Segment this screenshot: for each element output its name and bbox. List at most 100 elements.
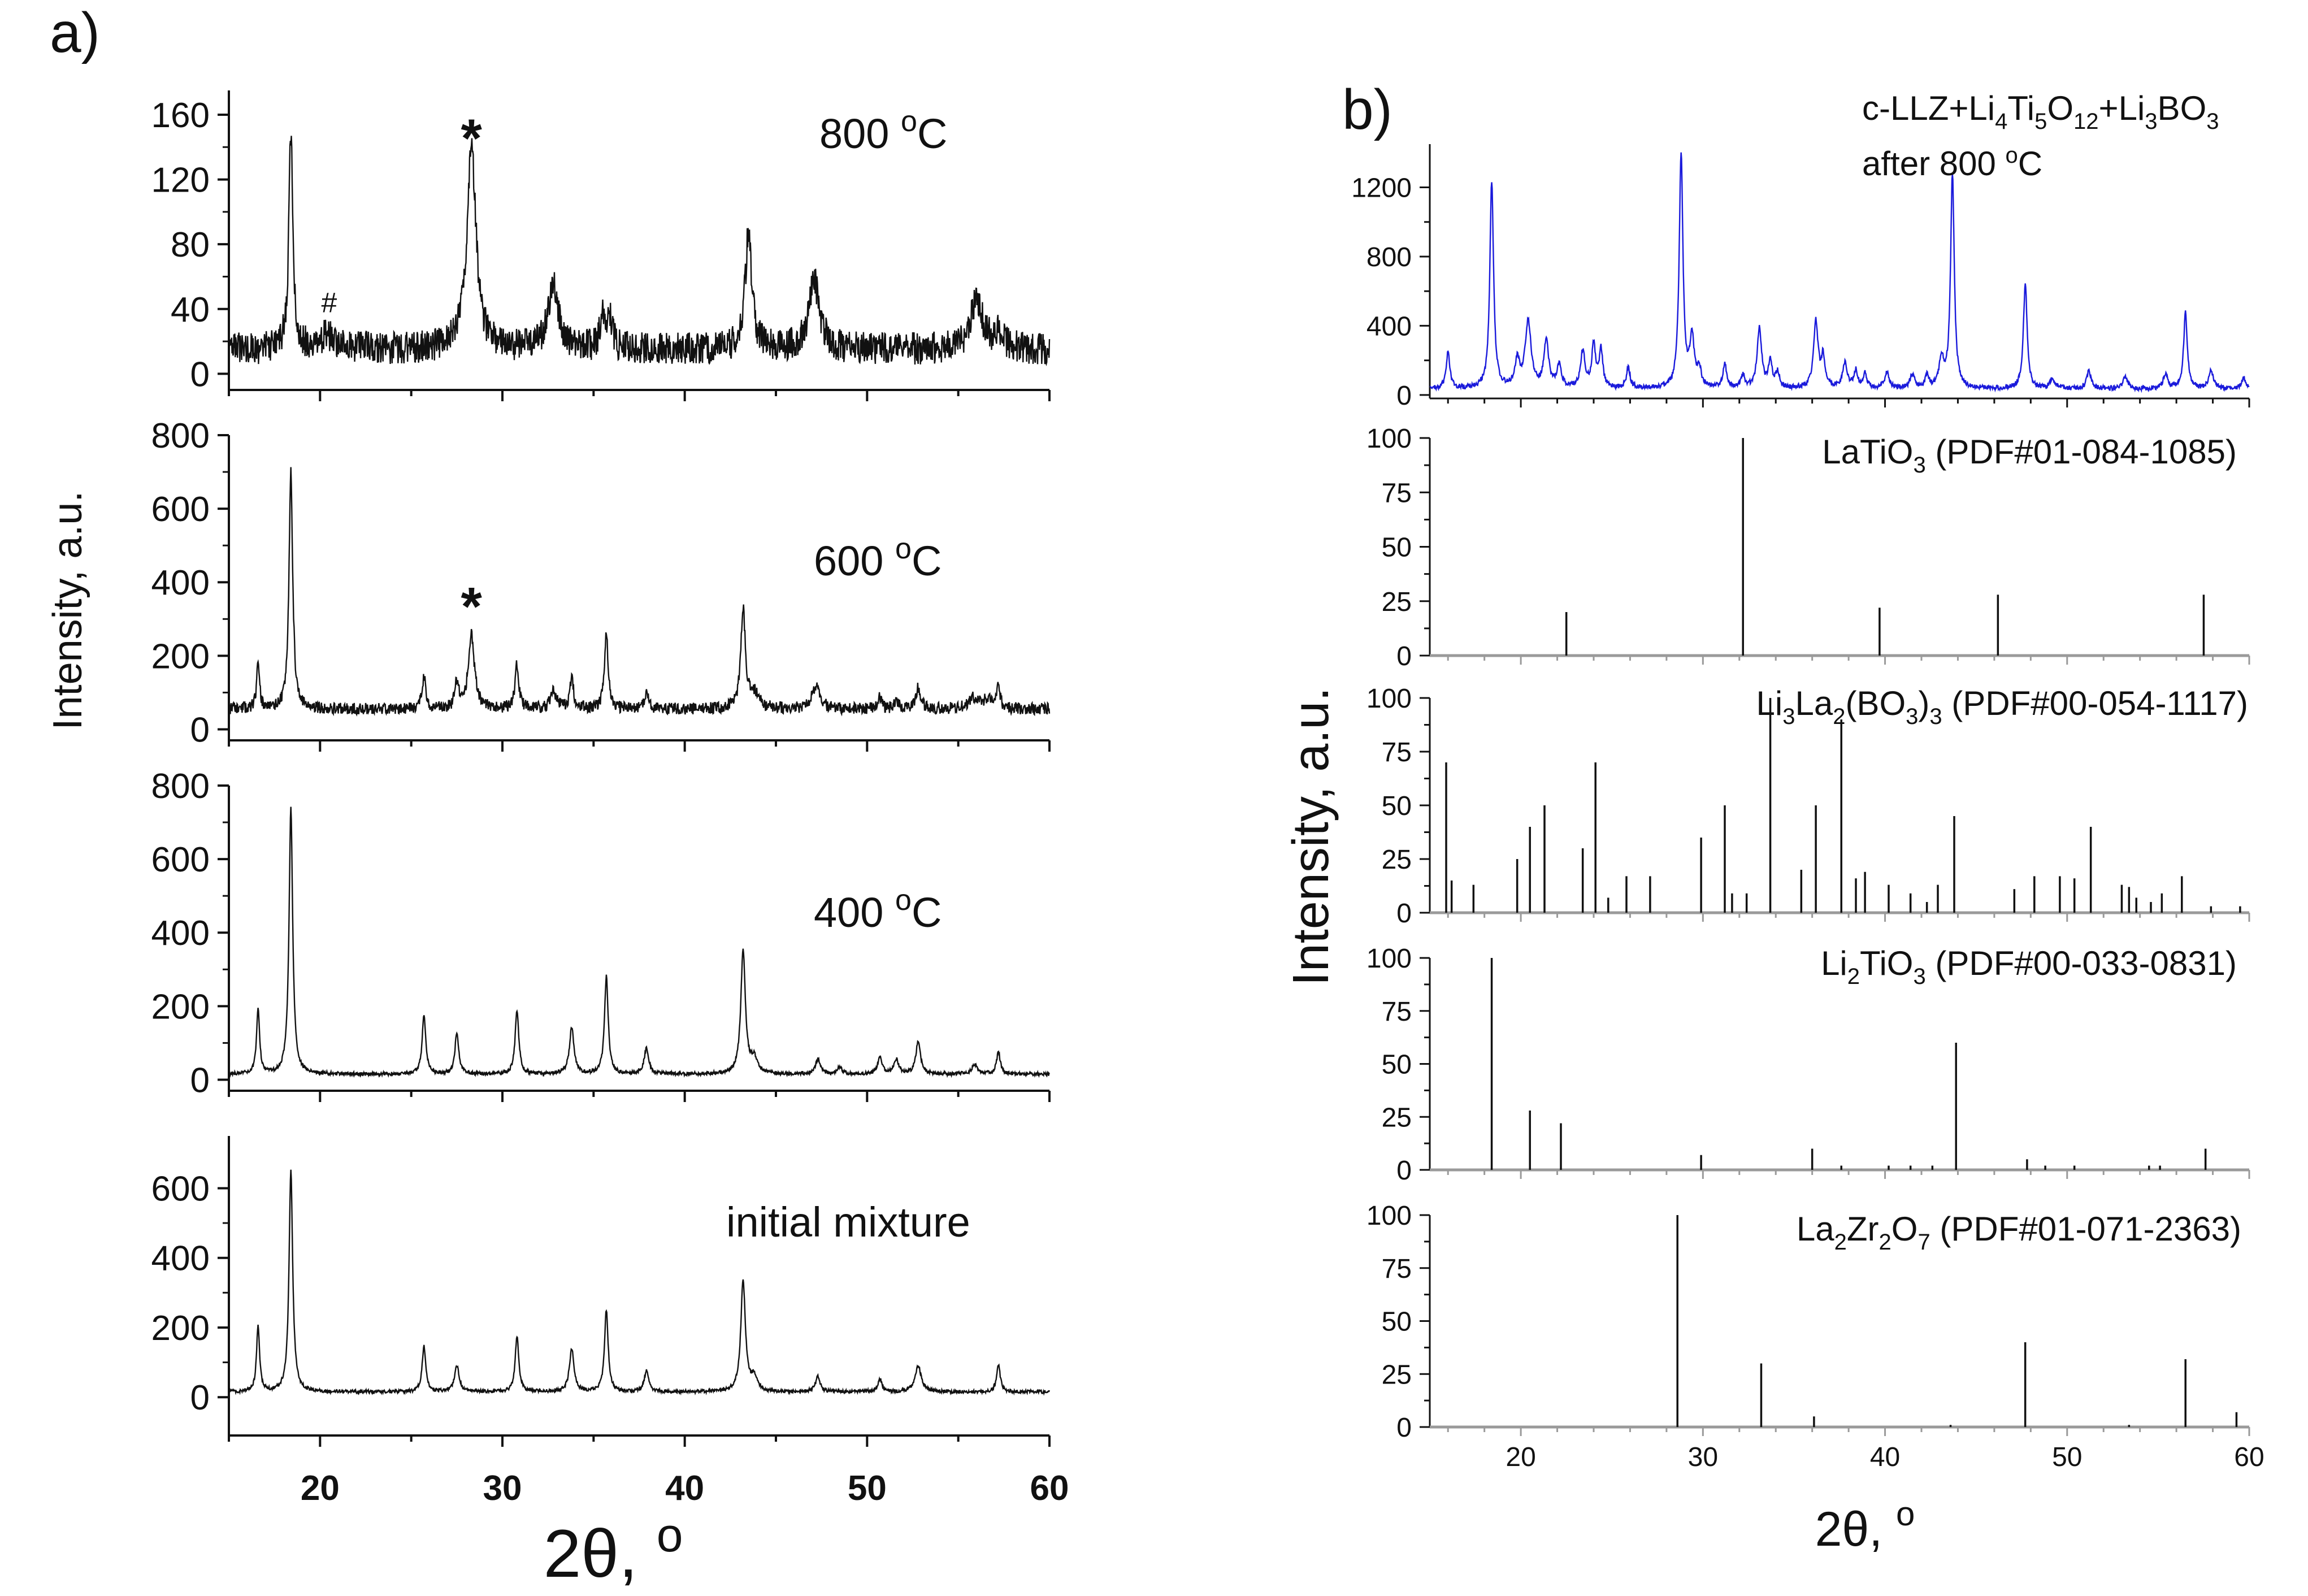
panel-a-plot-4-y-tick-label: 400 xyxy=(151,1239,210,1278)
panel-a-plot-2-label-tail: C xyxy=(912,537,942,584)
panel-a-x-tick-label: 30 xyxy=(483,1469,522,1508)
panel-b-reference-2-title-subscript: 3 xyxy=(1906,704,1918,729)
panel-a: a) Intensity, a.u. 2θ, o 0 40 80 120 160 800 … xyxy=(45,1,1069,1591)
panel-a-plot-1-annotation: # xyxy=(322,287,337,318)
panel-b-reference-1-y-tick-label: 50 xyxy=(1382,533,1412,563)
panel-b-pattern-title-subscript: 12 xyxy=(2073,109,2099,134)
panel-a-plot-4-y-tick-label: 0 xyxy=(190,1378,210,1417)
panel-b-reference-2-title-text: (BO xyxy=(1845,684,1906,722)
panel-b-reference-4-title-subscript: 2 xyxy=(1879,1230,1891,1255)
panel-b-reference-4-title-subscript: 2 xyxy=(1834,1230,1847,1255)
panel-a-plot-2-annotation: * xyxy=(461,576,482,637)
panel-a-plot-1-y-tick-label: 40 xyxy=(171,290,210,329)
panel-b-pattern-title-subscript: 3 xyxy=(2206,109,2219,134)
panel-a-plot-2-label: 600 oC xyxy=(814,532,942,584)
panel-a-x-tick-label: 20 xyxy=(301,1469,340,1508)
panel-b-reference-4-y-tick-label: 50 xyxy=(1382,1307,1412,1337)
panel-a-plot-1-label-tail: C xyxy=(917,110,947,157)
panel-b-reference-2-y-tick-label: 0 xyxy=(1396,899,1412,929)
panel-b-reference-3-y-tick-label: 50 xyxy=(1382,1050,1412,1080)
panel-b-x-axis-label-degree: o xyxy=(1896,1495,1915,1533)
panel-a-plot-2-y-tick-label: 600 xyxy=(151,490,210,529)
panel-b-reference-4-title-text: La xyxy=(1797,1210,1834,1248)
panel-b-x-axis-label-theta: 2θ, xyxy=(1815,1502,1896,1556)
panel-a-plot-3-y-tick-label: 0 xyxy=(190,1061,210,1100)
panel-b-reference-3-title: Li2TiO3 (PDF#00-033-0831) xyxy=(1821,944,2237,989)
panel-b-reference-4-title-text: (PDF#01-071-2363) xyxy=(1930,1210,2241,1248)
panel-a-plot-4-y-tick-label: 600 xyxy=(151,1169,210,1208)
panel-a-x-tick-label: 60 xyxy=(1030,1469,1069,1508)
panel-b-reference-1-title-subscript: 3 xyxy=(1913,453,1925,478)
panel-a-plot-2-y-tick-label: 0 xyxy=(190,710,210,749)
panel-a-x-tick-label: 40 xyxy=(665,1469,704,1508)
panel-a-plot-3-trace xyxy=(228,806,1051,1078)
panel-b-pattern-title-text: BO xyxy=(2158,89,2207,127)
panel-a-plot-1-annotation: * xyxy=(461,108,482,168)
panel-b-pattern-subtitle: after 800 oC xyxy=(1862,143,2042,183)
panel-a-plot-2-y-tick-label: 200 xyxy=(151,637,210,676)
panel-b-reference-1-y-tick-label: 0 xyxy=(1396,641,1412,671)
panel-a-plot-2-y-tick-label: 800 xyxy=(151,417,210,456)
panel-a-plot-2-trace xyxy=(228,467,1051,717)
panel-b-pattern-title-subscript: 4 xyxy=(1995,109,2007,134)
panel-b-reference-3-y-tick-label: 75 xyxy=(1382,997,1412,1027)
panel-a-plot-4-label-main: initial mixture xyxy=(726,1199,970,1246)
panel-b-reference-3-title-text: TiO xyxy=(1860,944,1913,982)
panel-a-plot-2-y-tick-label: 400 xyxy=(151,563,210,602)
panel-b-reference-1-title-text: LaTiO xyxy=(1822,433,1913,471)
panel-b-reference-1-y-tick-label: 100 xyxy=(1366,424,1412,454)
panel-b-reference-4-title-subscript: 7 xyxy=(1917,1230,1930,1255)
panel-a-plot-1-y-tick-label: 0 xyxy=(190,355,210,394)
panel-b-reference-2-title-text: ) xyxy=(1918,684,1929,722)
panel-a-plot-1-y-tick-label: 80 xyxy=(171,225,210,264)
panel-b-pattern-title-text: O xyxy=(2047,89,2073,127)
panel-a-plot-4-label: initial mixture xyxy=(726,1199,970,1246)
panel-a-x-axis-label-degree: o xyxy=(657,1508,683,1562)
panel-a-plot-1-label-main: 800 xyxy=(819,110,901,157)
panel-b-y-axis-label: Intensity, a.u. xyxy=(1283,687,1339,986)
panel-a-label: a) xyxy=(50,1,100,64)
panel-b-x-tick-label: 40 xyxy=(1870,1442,1900,1472)
panel-b: b) Intensity, a.u. 2θ, o 04008001200c-LL… xyxy=(1283,78,2264,1556)
panel-b-reference-3-title-subscript: 3 xyxy=(1913,964,1925,989)
panel-b-reference-3-y-tick-label: 25 xyxy=(1382,1103,1412,1133)
panel-b-reference-2-y-tick-label: 25 xyxy=(1382,845,1412,875)
panel-a-plot-3-label-sup: o xyxy=(895,884,912,917)
panel-b-reference-4-y-tick-label: 0 xyxy=(1396,1413,1412,1443)
panel-b-pattern-title-text: Ti xyxy=(2007,89,2034,127)
panel-b-pattern-y-tick-label: 1200 xyxy=(1351,174,1412,203)
panel-b-reference-2-title-text: (PDF#00-054-1117) xyxy=(1942,684,2248,722)
panel-b-reference-3-y-tick-label: 100 xyxy=(1366,944,1412,974)
panel-b-reference-2-title-subscript: 2 xyxy=(1833,704,1845,729)
panel-a-plot-1-label: 800 oC xyxy=(819,105,947,157)
panel-b-reference-2-title-text: La xyxy=(1795,684,1833,722)
panel-b-reference-4-title: La2Zr2O7 (PDF#01-071-2363) xyxy=(1797,1210,2241,1255)
panel-b-reference-2-y-tick-label: 100 xyxy=(1366,684,1412,714)
panel-b-x-tick-label: 30 xyxy=(1688,1442,1718,1472)
panel-b-pattern-title: c-LLZ+Li4Ti5O12+Li3BO3 xyxy=(1862,89,2219,134)
panel-b-reference-2-title-subscript: 3 xyxy=(1782,704,1795,729)
panel-a-plot-1-label-sup: o xyxy=(901,105,917,138)
panel-b-reference-3-y-tick-label: 0 xyxy=(1396,1156,1412,1186)
panel-b-x-tick-label: 20 xyxy=(1506,1442,1535,1472)
panel-b-pattern-title-text: c-LLZ+Li xyxy=(1862,89,1995,127)
panel-b-pattern-trace xyxy=(1429,152,2250,393)
panel-a-plot-2-label-main: 600 xyxy=(814,537,895,584)
panel-b-reference-3-title-subscript: 2 xyxy=(1847,964,1860,989)
panel-b-label: b) xyxy=(1342,78,1392,141)
panel-b-pattern-y-tick-label: 400 xyxy=(1366,311,1412,341)
panel-b-reference-1-title-text: (PDF#01-084-1085) xyxy=(1926,433,2237,471)
panel-b-reference-3-title-text: (PDF#00-033-0831) xyxy=(1926,944,2237,982)
panel-b-reference-2-title-subscript: 3 xyxy=(1929,704,1942,729)
panel-b-pattern-y-tick-label: 800 xyxy=(1366,242,1412,272)
panel-b-reference-4-y-tick-label: 100 xyxy=(1366,1201,1412,1231)
panel-b-pattern-subtitle-main: after 800 xyxy=(1862,145,2006,183)
panel-a-plot-1-y-tick-label: 160 xyxy=(151,96,210,135)
panel-a-plot-3-y-tick-label: 600 xyxy=(151,840,210,879)
panel-a-plot-4-trace xyxy=(228,1169,1051,1396)
panel-b-reference-2-title: Li3La2(BO3)3 (PDF#00-054-1117) xyxy=(1756,684,2249,729)
panel-b-reference-3-title-text: Li xyxy=(1821,944,1847,982)
